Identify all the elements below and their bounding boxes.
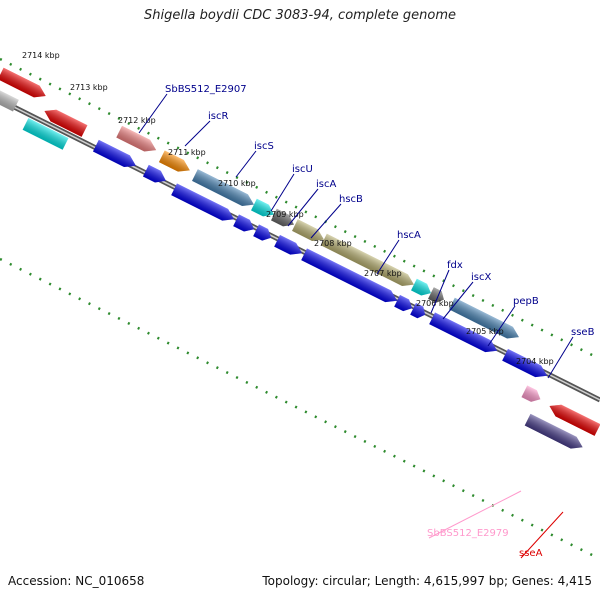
feature-track (0, 67, 600, 449)
tick-label: 2710 kbp (218, 179, 256, 188)
feature-slate (524, 413, 583, 449)
feature-ssea-shade (549, 404, 600, 436)
tick-label: 2707 kbp (364, 269, 402, 278)
gene-leader-line (487, 305, 516, 347)
gene-label: sseA (519, 548, 543, 559)
gene-label: iscU (292, 164, 313, 175)
gene-label: iscX (471, 272, 491, 283)
feature-cds-7-shade (301, 248, 398, 303)
feature-hsca (321, 233, 414, 286)
tick-label: 2705 kbp (466, 327, 504, 336)
feature-hsca-shade (321, 233, 414, 286)
upper-tick-track (0, 57, 600, 361)
feature-iscu (251, 198, 274, 217)
feature-cds-9-shade (410, 302, 426, 319)
topology-text: Topology: circular; Length: 4,615,997 bp… (262, 574, 592, 588)
feature-red (44, 109, 88, 137)
feature-cds-8-shade (394, 294, 413, 312)
gene-label: fdx (447, 260, 463, 271)
gene-leader-line (138, 93, 168, 134)
gene-leader-line (547, 336, 574, 379)
feature-pepb (449, 297, 519, 339)
feature-iscu-shade (251, 198, 274, 217)
gene-label: iscR (208, 111, 228, 122)
feature-cds-8 (394, 294, 413, 312)
feature-cds-7 (301, 248, 398, 303)
gene-leader-line (520, 511, 564, 559)
gene-leader-line (442, 281, 474, 320)
gene-label: SbBS512_E2907 (165, 84, 247, 95)
feature-cds-2-shade (142, 164, 166, 183)
tick-label: 2712 kbp (118, 116, 156, 125)
gene-leader-line (270, 173, 295, 212)
gene-leader-line (428, 490, 522, 539)
feature-cds-11 (502, 348, 548, 378)
gene-label: iscS (254, 141, 274, 152)
feature-orange-shade (158, 150, 190, 172)
feature-orange (158, 150, 190, 172)
feature-fdx (411, 278, 431, 296)
feature-cds-6-shade (274, 234, 303, 255)
feature-red-shade (44, 109, 88, 137)
feature-hscb-shade (292, 219, 324, 241)
feature-iscs-shade (192, 169, 254, 206)
tick-label: 2709 kbp (266, 210, 304, 219)
tick-label: 2714 kbp (22, 51, 60, 60)
feature-gray (0, 87, 19, 112)
feature-cds-5 (253, 224, 272, 241)
tick-label: 2704 kbp (516, 357, 554, 366)
gene-label: sseB (571, 327, 595, 338)
gene-leader-line (310, 203, 342, 239)
feature-salmon (116, 125, 157, 152)
gene-leader-line (376, 239, 400, 275)
feature-cyan (22, 118, 69, 150)
feature-cds-3 (171, 183, 235, 221)
feature-cds-9 (410, 302, 426, 319)
feature-ssea (549, 404, 600, 436)
feature-pepb-shade (449, 297, 519, 339)
gene-label: SbBS512_E2979 (427, 528, 509, 539)
feature-cds-4 (233, 214, 255, 232)
feature-cyan-shade (22, 118, 69, 150)
feature-cds-6 (274, 234, 303, 255)
feature-red-top (0, 67, 46, 98)
gene-leader-line (235, 150, 257, 178)
feature-cds-1-shade (92, 139, 136, 168)
tick-label: 2708 kbp (314, 239, 352, 248)
tick-label: 2713 kbp (70, 83, 108, 92)
feature-cds-10 (429, 312, 498, 353)
feature-gray-shade (0, 87, 19, 112)
feature-pink-shade (521, 385, 541, 402)
feature-cds-3-shade (171, 183, 235, 221)
feature-salmon-shade (116, 125, 157, 152)
tick-dot-tracks (0, 57, 600, 561)
feature-cds-10-shade (429, 312, 498, 353)
gene-leader-line (287, 188, 319, 227)
gene-label: iscA (316, 179, 336, 190)
feature-isca-shade (271, 208, 294, 227)
map-title: Shigella boydii CDC 3083-94, complete ge… (143, 8, 457, 23)
feature-iscs (192, 169, 254, 206)
accession-text: Accession: NC_010658 (8, 574, 145, 588)
feature-cds-4-shade (233, 214, 255, 232)
gene-label: hscB (339, 194, 363, 205)
gene-label: hscA (397, 230, 421, 241)
gene-leader-line (430, 269, 450, 314)
lower-tick-track (0, 257, 600, 561)
feature-red-top-shade (0, 67, 46, 98)
feature-cds-5-shade (253, 224, 272, 241)
feature-isca (271, 208, 294, 227)
feature-slate-shade (524, 413, 583, 449)
gene-leader-line (184, 120, 211, 147)
gene-label: pepB (513, 296, 539, 307)
feature-cds-2 (142, 164, 166, 183)
feature-cds-11-shade (502, 348, 548, 378)
tick-label: 2711 kbp (168, 148, 206, 157)
feature-pink (521, 385, 541, 402)
feature-cds-1 (92, 139, 136, 168)
feature-hscb (292, 219, 324, 241)
feature-fdx-shade (411, 278, 431, 296)
